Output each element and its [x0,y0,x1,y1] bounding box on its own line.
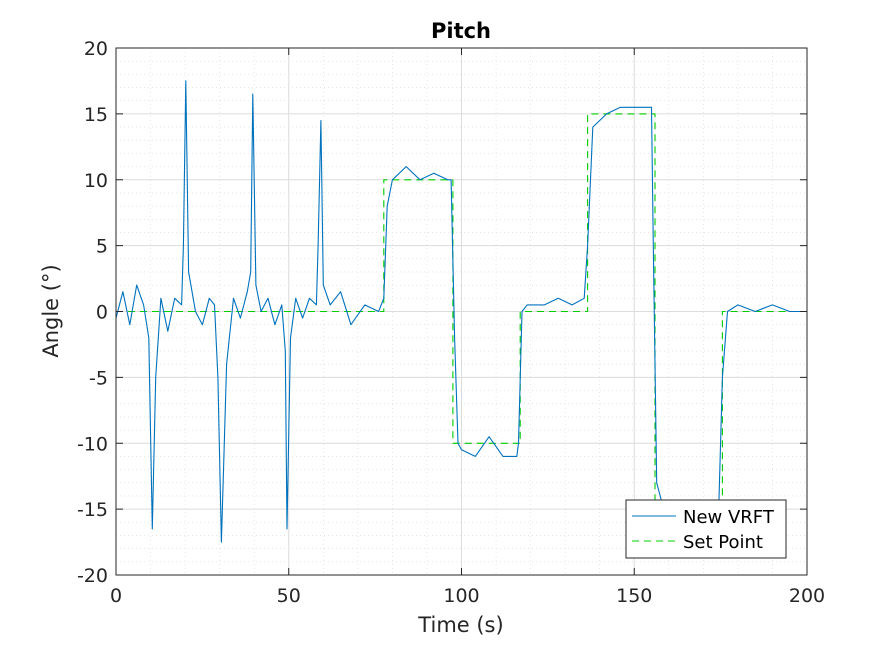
x-tick-label: 150 [616,585,652,607]
series-line-set-point [116,113,807,510]
legend-label-set-point: Set Point [683,532,763,553]
y-tick-label: 10 [84,170,108,192]
y-tick-label: 5 [96,236,108,258]
series-line-new-vrft [115,80,807,543]
x-tick-label: 50 [277,585,301,607]
axis-tick-labels: 0 50 100 150 200 -20 -15 -10 -5 0 5 10 15 20 [77,38,825,607]
y-tick-label: 0 [96,302,108,324]
legend-label-new-vrft: New VRFT [683,507,775,528]
x-axis-label: Time (s) [417,613,503,637]
legend: New VRFT Set Point [625,499,787,559]
x-tick-label: 200 [789,585,825,607]
legend-box [625,499,787,559]
chart-title: Pitch [431,19,491,43]
y-tick-label: -15 [77,499,108,521]
series-layer [115,80,807,543]
x-tick-label: 0 [110,585,122,607]
y-axis-label: Angle (°) [39,264,63,357]
y-tick-label: 15 [84,104,108,126]
y-tick-label: -5 [89,367,108,389]
y-tick-label: -20 [77,565,108,587]
y-tick-label: 20 [84,38,108,60]
axis-ticks [115,47,808,576]
y-tick-label: -10 [77,433,108,455]
x-tick-label: 100 [443,585,479,607]
